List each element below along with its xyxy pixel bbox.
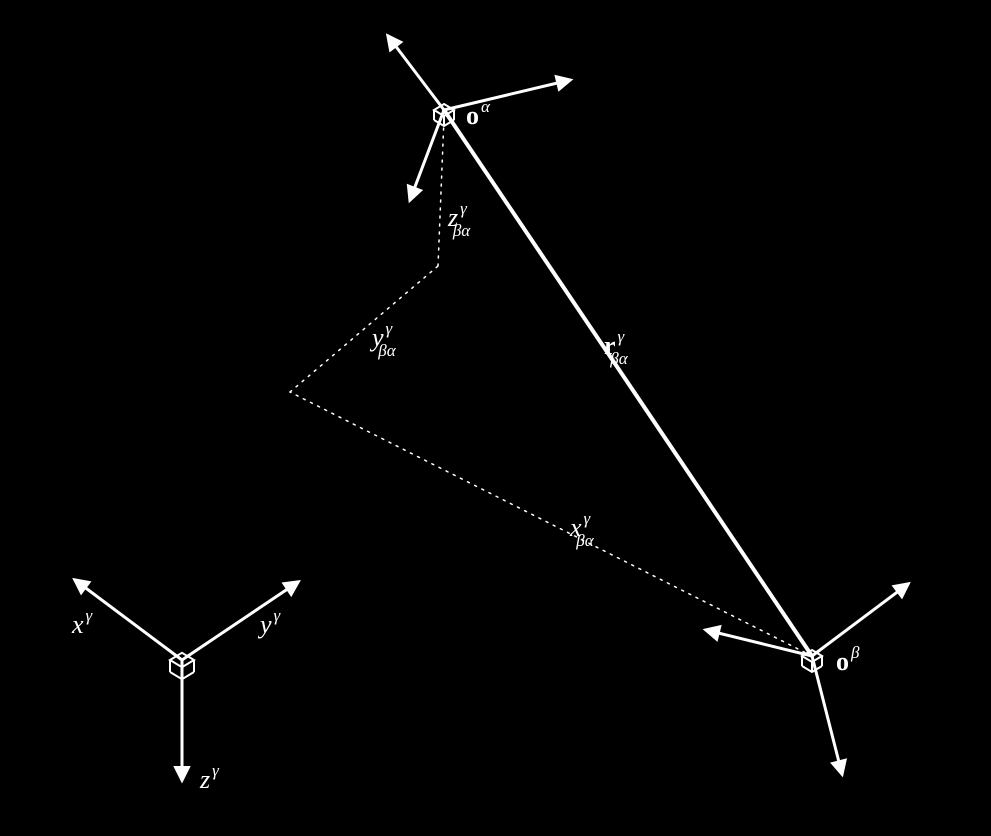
label-z-gamma: zγ [199,761,220,794]
label-x-gamma: xγ [71,606,94,639]
coordinate-frame-diagram: xγ yγ zγ oα oβ zγβα yγβα xγβα rγβα [0,0,991,836]
projection-x-segment [290,392,812,656]
label-x-component: xγβα [569,509,595,550]
diagram-layer: xγ yγ zγ oα oβ zγβα yγβα xγβα rγβα [71,36,908,794]
beta-axis-2 [812,584,908,656]
alpha-axis-1 [388,36,444,110]
label-o-beta: oβ [836,643,860,676]
projection-z-segment [438,118,444,266]
label-z-component: zγβα [447,199,471,240]
label-y-component: yγβα [369,319,397,360]
label-r-vector: rγβα [604,327,629,368]
projection-y-segment [290,266,438,392]
label-y-gamma: yγ [257,606,282,639]
gamma-axis-y [182,582,298,660]
alpha-axis-2 [444,80,570,110]
label-o-alpha: oα [466,97,491,130]
vector-r [444,110,812,656]
